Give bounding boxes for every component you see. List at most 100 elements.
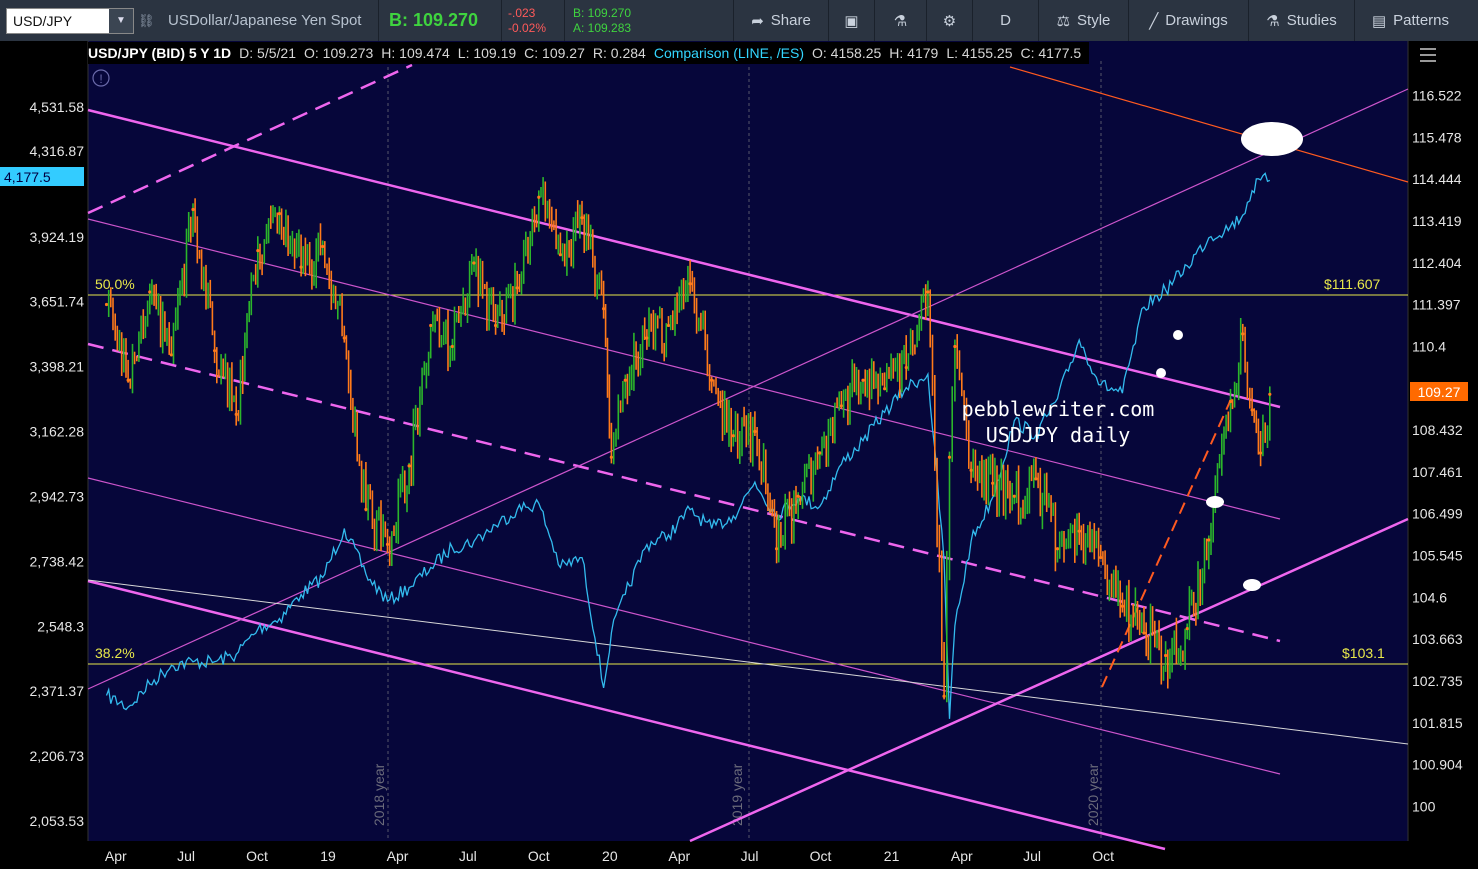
x-axis-tick: Jul: [177, 848, 195, 864]
orange-downtrend: [1009, 66, 1409, 183]
price-point: [1012, 494, 1016, 498]
studies-label: Studies: [1286, 12, 1337, 29]
style-label: Style: [1077, 12, 1111, 29]
marker-dot: [1206, 496, 1224, 508]
chevron-down-icon[interactable]: ▼: [109, 8, 133, 33]
header-range: R: 0.284: [592, 45, 646, 61]
price-point: [602, 307, 606, 311]
x-axis-tick: 21: [884, 848, 900, 864]
price-point: [169, 353, 173, 357]
right-axis-tick: 102.735: [1412, 673, 1463, 689]
price-point: [1241, 332, 1245, 336]
year-label-2020: 2020 year: [1085, 763, 1101, 826]
price-badge-bg: [1410, 382, 1468, 401]
x-axis-tick: 19: [320, 848, 336, 864]
flask-button[interactable]: ⚗: [874, 0, 926, 41]
price-point: [126, 378, 130, 382]
markers: [1156, 122, 1303, 591]
fib-382-label: 38.2%: [95, 645, 135, 661]
price-point: [1120, 604, 1124, 608]
price-point: [904, 365, 908, 370]
price-point: [558, 253, 563, 257]
snapshot-button[interactable]: ▣: [828, 0, 874, 41]
left-axis-tick: 3,162.28: [30, 424, 85, 440]
right-axis-tick: 104.6: [1412, 589, 1447, 605]
price-point: [623, 378, 627, 382]
right-axis-tick: 114.444: [1412, 171, 1462, 187]
share-label: Share: [770, 12, 811, 29]
top-toolbar: USD/JPY ▼ ⛓ USDollar/Japanese Yen Spot B…: [0, 0, 1478, 42]
price-point: [407, 464, 411, 468]
chart-header: USD/JPY (BID) 5 Y 1D D: 5/5/21 O: 109.27…: [88, 42, 1090, 64]
left-axis-tick: 2,206.73: [30, 748, 85, 764]
price-point: [953, 344, 957, 349]
right-axis-tick: 108.432: [1412, 422, 1463, 438]
long-uptrend-thick: [689, 517, 1409, 843]
price-point: [942, 694, 946, 698]
flask-icon: ⚗: [893, 12, 908, 30]
watermark-line1: pebblewriter.com: [962, 397, 1155, 421]
info-icon[interactable]: !: [92, 69, 110, 87]
price-point: [256, 248, 260, 253]
price-point: [947, 455, 952, 459]
settings-button[interactable]: ⚙: [926, 0, 972, 41]
right-axis-tick: 112.404: [1412, 255, 1462, 271]
price-point: [991, 481, 995, 485]
left-axis-tick: 3,651.74: [30, 294, 85, 310]
studies-button[interactable]: ⚗ Studies: [1248, 0, 1354, 41]
price-badge-text: 109.27: [1418, 384, 1461, 400]
cmp-open: O: 4158.25: [812, 45, 882, 61]
camera-icon: ▣: [844, 12, 859, 30]
price-point: [537, 195, 541, 199]
left-axis: 4,531.58 4,316.87 3,924.19 3,651.74 3,398.21…: [30, 99, 85, 829]
x-axis-tick: 20: [602, 848, 618, 864]
price-point: [450, 344, 454, 349]
cmp-close: C: 4177.5: [1020, 45, 1082, 61]
change-percent: -0.02%: [508, 20, 547, 35]
price-point: [342, 336, 346, 340]
right-axis-tick: 110.4: [1412, 338, 1446, 354]
watermark-line2: USDJPY daily: [986, 423, 1131, 447]
share-button[interactable]: ➦ Share: [733, 0, 828, 41]
channel-upper-thin: [87, 218, 1281, 520]
price-point: [861, 378, 865, 382]
style-button[interactable]: ⚖ Style: [1038, 0, 1128, 41]
x-axis-tick: Apr: [105, 848, 127, 864]
symbol-selector[interactable]: USD/JPY ▼: [6, 7, 134, 34]
price-point: [1207, 538, 1211, 542]
pencil-icon: ╱: [1149, 12, 1159, 30]
left-axis-tick: 4,531.58: [30, 99, 85, 115]
right-axis-panel: [1408, 41, 1478, 869]
bid-ask: B: 109.270 A: 109.283: [565, 6, 733, 36]
zoom-icon[interactable]: [1420, 48, 1436, 62]
right-axis-tick: 100.904: [1412, 757, 1463, 773]
left-axis-tick: 4,316.87: [30, 143, 85, 159]
fib-50-price: $111.607: [1324, 276, 1381, 292]
ask-small: A: 109.283: [573, 20, 632, 35]
left-axis-panel: [0, 41, 88, 869]
flask-icon: ⚗: [1266, 12, 1280, 30]
price-point: [796, 494, 800, 498]
channel-mid-dashed: [87, 342, 1281, 643]
price-point: [731, 434, 735, 438]
price-point: [1258, 451, 1263, 455]
channel-upper-thick: [87, 108, 1281, 409]
chart-canvas[interactable]: 2018 year 2019 year 2020 year 50.0% $111…: [0, 41, 1478, 869]
price-point: [753, 429, 757, 434]
price-point: [969, 468, 973, 472]
right-axis-tick: 115.478: [1412, 129, 1462, 145]
drawings-button[interactable]: ╱ Drawings: [1128, 0, 1248, 41]
interval-button[interactable]: D: [972, 0, 1038, 41]
price-point: [609, 455, 613, 459]
orange-uptrend-dashed: [1101, 396, 1233, 688]
divider: [564, 0, 565, 41]
patterns-label: Patterns: [1393, 12, 1450, 29]
channel-lower-thick: [87, 579, 1166, 851]
right-axis-tick: 106.499: [1412, 506, 1463, 522]
price-point: [839, 404, 844, 408]
price-point: [1055, 547, 1060, 551]
patterns-button[interactable]: ▤ Patterns: [1354, 0, 1466, 41]
fib-50-label: 50.0%: [95, 276, 135, 292]
x-axis-tick: Jul: [459, 848, 477, 864]
link-icon[interactable]: ⛓: [138, 12, 155, 28]
